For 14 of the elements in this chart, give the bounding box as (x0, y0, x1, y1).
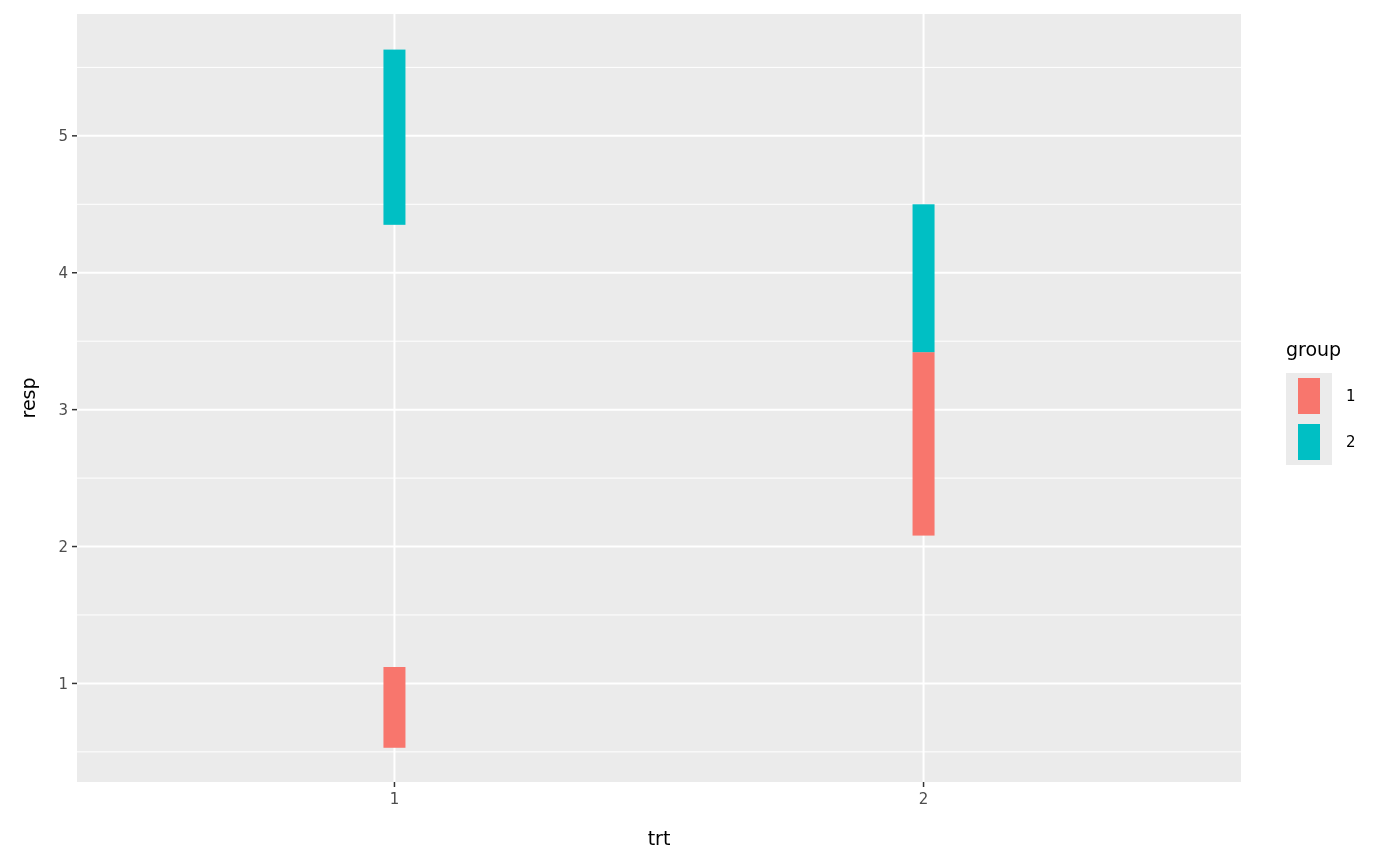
legend-label: 1 (1346, 387, 1356, 406)
x-axis-title: trt (647, 827, 671, 849)
bar (383, 667, 406, 748)
y-tick-label: 3 (58, 400, 68, 419)
y-tick-label: 5 (58, 127, 68, 146)
bar (912, 352, 935, 536)
legend-title: group (1286, 338, 1342, 360)
y-tick-label: 1 (58, 674, 68, 693)
y-tick-label: 4 (58, 263, 68, 282)
legend-label: 2 (1346, 433, 1356, 452)
bar (912, 204, 935, 353)
bar (383, 49, 406, 225)
y-axis-title: resp (17, 377, 39, 419)
y-tick-label: 2 (58, 537, 68, 556)
